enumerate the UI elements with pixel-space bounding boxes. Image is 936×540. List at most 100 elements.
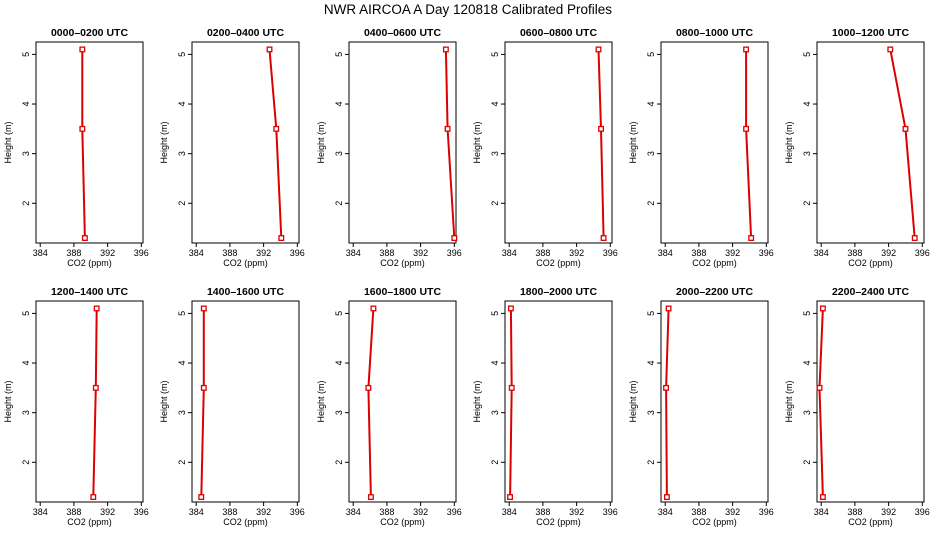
- x-tick-label: 384: [814, 507, 829, 517]
- x-tick-label: 388: [691, 507, 706, 517]
- chart-panel-9: 1600–1800 UTC 384 388 392 396 2 3 4 5 CO2 (ppm) He…: [316, 286, 462, 527]
- data-point: [595, 46, 602, 53]
- x-tick-label: 392: [256, 248, 271, 258]
- x-tick-label: 396: [915, 507, 930, 517]
- data-point: [507, 494, 514, 500]
- data-point: [600, 235, 607, 241]
- y-tick-label: 2: [490, 201, 500, 206]
- x-tick-label: 388: [691, 248, 706, 258]
- data-point: [367, 494, 374, 500]
- data-point: [200, 384, 207, 391]
- x-tick-label: 388: [66, 248, 81, 258]
- data-point: [508, 384, 515, 391]
- x-axis-label: CO2 (ppm): [692, 517, 737, 527]
- y-tick-label: 4: [490, 361, 500, 366]
- y-axis-label: Height (m): [316, 380, 326, 422]
- data-point: [442, 46, 449, 53]
- y-tick-label: 3: [334, 410, 344, 415]
- y-tick-label: 3: [802, 410, 812, 415]
- y-axis-label: Height (m): [628, 121, 638, 163]
- profile-line: [597, 49, 605, 239]
- chart-panel-5: 0800–1000 UTC 384 388 392 396 2 3 4 5 CO2 (ppm) He…: [628, 27, 774, 268]
- x-axis-label: CO2 (ppm): [380, 258, 425, 268]
- y-tick-label: 5: [177, 52, 187, 57]
- chart-panel-8: 1400–1600 UTC 384 388 392 396 2 3 4 5 CO2 (ppm) He…: [159, 286, 305, 527]
- x-tick-label: 396: [759, 507, 774, 517]
- x-tick-label: 384: [33, 248, 48, 258]
- y-tick-label: 3: [21, 410, 31, 415]
- data-point: [598, 125, 604, 132]
- plot-frame: [348, 300, 457, 503]
- y-tick-label: 2: [177, 201, 187, 206]
- plot-frame: [660, 300, 769, 503]
- x-tick-label: 396: [447, 248, 462, 258]
- profile-line: [444, 49, 456, 239]
- x-tick-label: 392: [100, 507, 115, 517]
- data-point: [663, 494, 670, 500]
- data-point: [819, 494, 826, 500]
- y-tick-label: 2: [21, 460, 31, 465]
- profile-line: [268, 49, 283, 239]
- x-tick-label: 396: [447, 507, 462, 517]
- data-point: [902, 125, 909, 132]
- profile-line: [665, 308, 670, 498]
- y-axis-label: Height (m): [3, 380, 13, 422]
- x-tick-label: 392: [256, 507, 271, 517]
- x-tick-label: 384: [189, 248, 204, 258]
- x-axis-label: CO2 (ppm): [67, 258, 112, 268]
- plot-frame: [191, 300, 300, 503]
- y-tick-label: 4: [646, 361, 656, 366]
- x-tick-label: 388: [847, 248, 862, 258]
- y-tick-label: 3: [646, 151, 656, 156]
- plot-frame: [35, 41, 144, 244]
- panel-title: 0400–0600 UTC: [364, 27, 441, 39]
- x-tick-label: 388: [222, 507, 237, 517]
- x-tick-label: 396: [603, 248, 618, 258]
- y-tick-label: 5: [490, 52, 500, 57]
- panel-title: 1400–1600 UTC: [207, 286, 284, 298]
- y-axis-label: Height (m): [159, 380, 169, 422]
- x-axis-label: CO2 (ppm): [380, 517, 425, 527]
- x-tick-label: 388: [847, 507, 862, 517]
- data-point: [748, 235, 755, 241]
- chart-panel-11: 2000–2200 UTC 384 388 392 396 2 3 4 5 CO2 (ppm) He…: [628, 286, 774, 527]
- x-tick-label: 396: [759, 248, 774, 258]
- y-tick-label: 3: [490, 151, 500, 156]
- plot-frame: [816, 300, 925, 503]
- chart-panel-2: 0200–0400 UTC 384 388 392 396 2 3 4 5 CO2 (ppm) He…: [159, 27, 305, 268]
- x-tick-label: 392: [413, 507, 428, 517]
- profile-line: [509, 308, 513, 498]
- data-point: [444, 125, 451, 132]
- x-tick-label: 392: [881, 507, 896, 517]
- data-point: [370, 305, 377, 312]
- y-tick-label: 4: [21, 102, 31, 107]
- y-tick-label: 5: [802, 52, 812, 57]
- y-tick-label: 4: [490, 102, 500, 107]
- y-axis-label: Height (m): [784, 121, 794, 163]
- profile-line: [745, 49, 753, 239]
- x-tick-label: 396: [134, 507, 149, 517]
- x-tick-label: 384: [502, 507, 517, 517]
- chart-panel-4: 0600–0800 UTC 384 388 392 396 2 3 4 5 CO2 (ppm) He…: [472, 27, 618, 268]
- panel-title: 0600–0800 UTC: [520, 27, 597, 39]
- y-tick-label: 3: [490, 410, 500, 415]
- panel-title: 1800–2000 UTC: [520, 286, 597, 298]
- x-axis-label: CO2 (ppm): [536, 517, 581, 527]
- y-tick-label: 4: [334, 361, 344, 366]
- x-tick-label: 384: [33, 507, 48, 517]
- chart-panel-12: 2200–2400 UTC 384 388 392 396 2 3 4 5 CO2 (ppm) He…: [784, 286, 930, 527]
- panels: 0000–0200 UTC 384 388 392 396 2 3 4 5 CO2 (ppm) He…: [3, 27, 930, 527]
- y-tick-label: 5: [490, 311, 500, 316]
- data-point: [365, 384, 372, 391]
- panel-title: 2200–2400 UTC: [832, 286, 909, 298]
- data-point: [911, 235, 918, 241]
- y-tick-label: 2: [177, 460, 187, 465]
- x-tick-label: 384: [658, 248, 673, 258]
- plot-frame: [35, 300, 144, 503]
- panel-title: 1000–1200 UTC: [832, 27, 909, 39]
- y-tick-label: 5: [21, 52, 31, 57]
- data-point: [819, 305, 826, 312]
- x-tick-label: 396: [603, 507, 618, 517]
- profile-line: [92, 308, 98, 498]
